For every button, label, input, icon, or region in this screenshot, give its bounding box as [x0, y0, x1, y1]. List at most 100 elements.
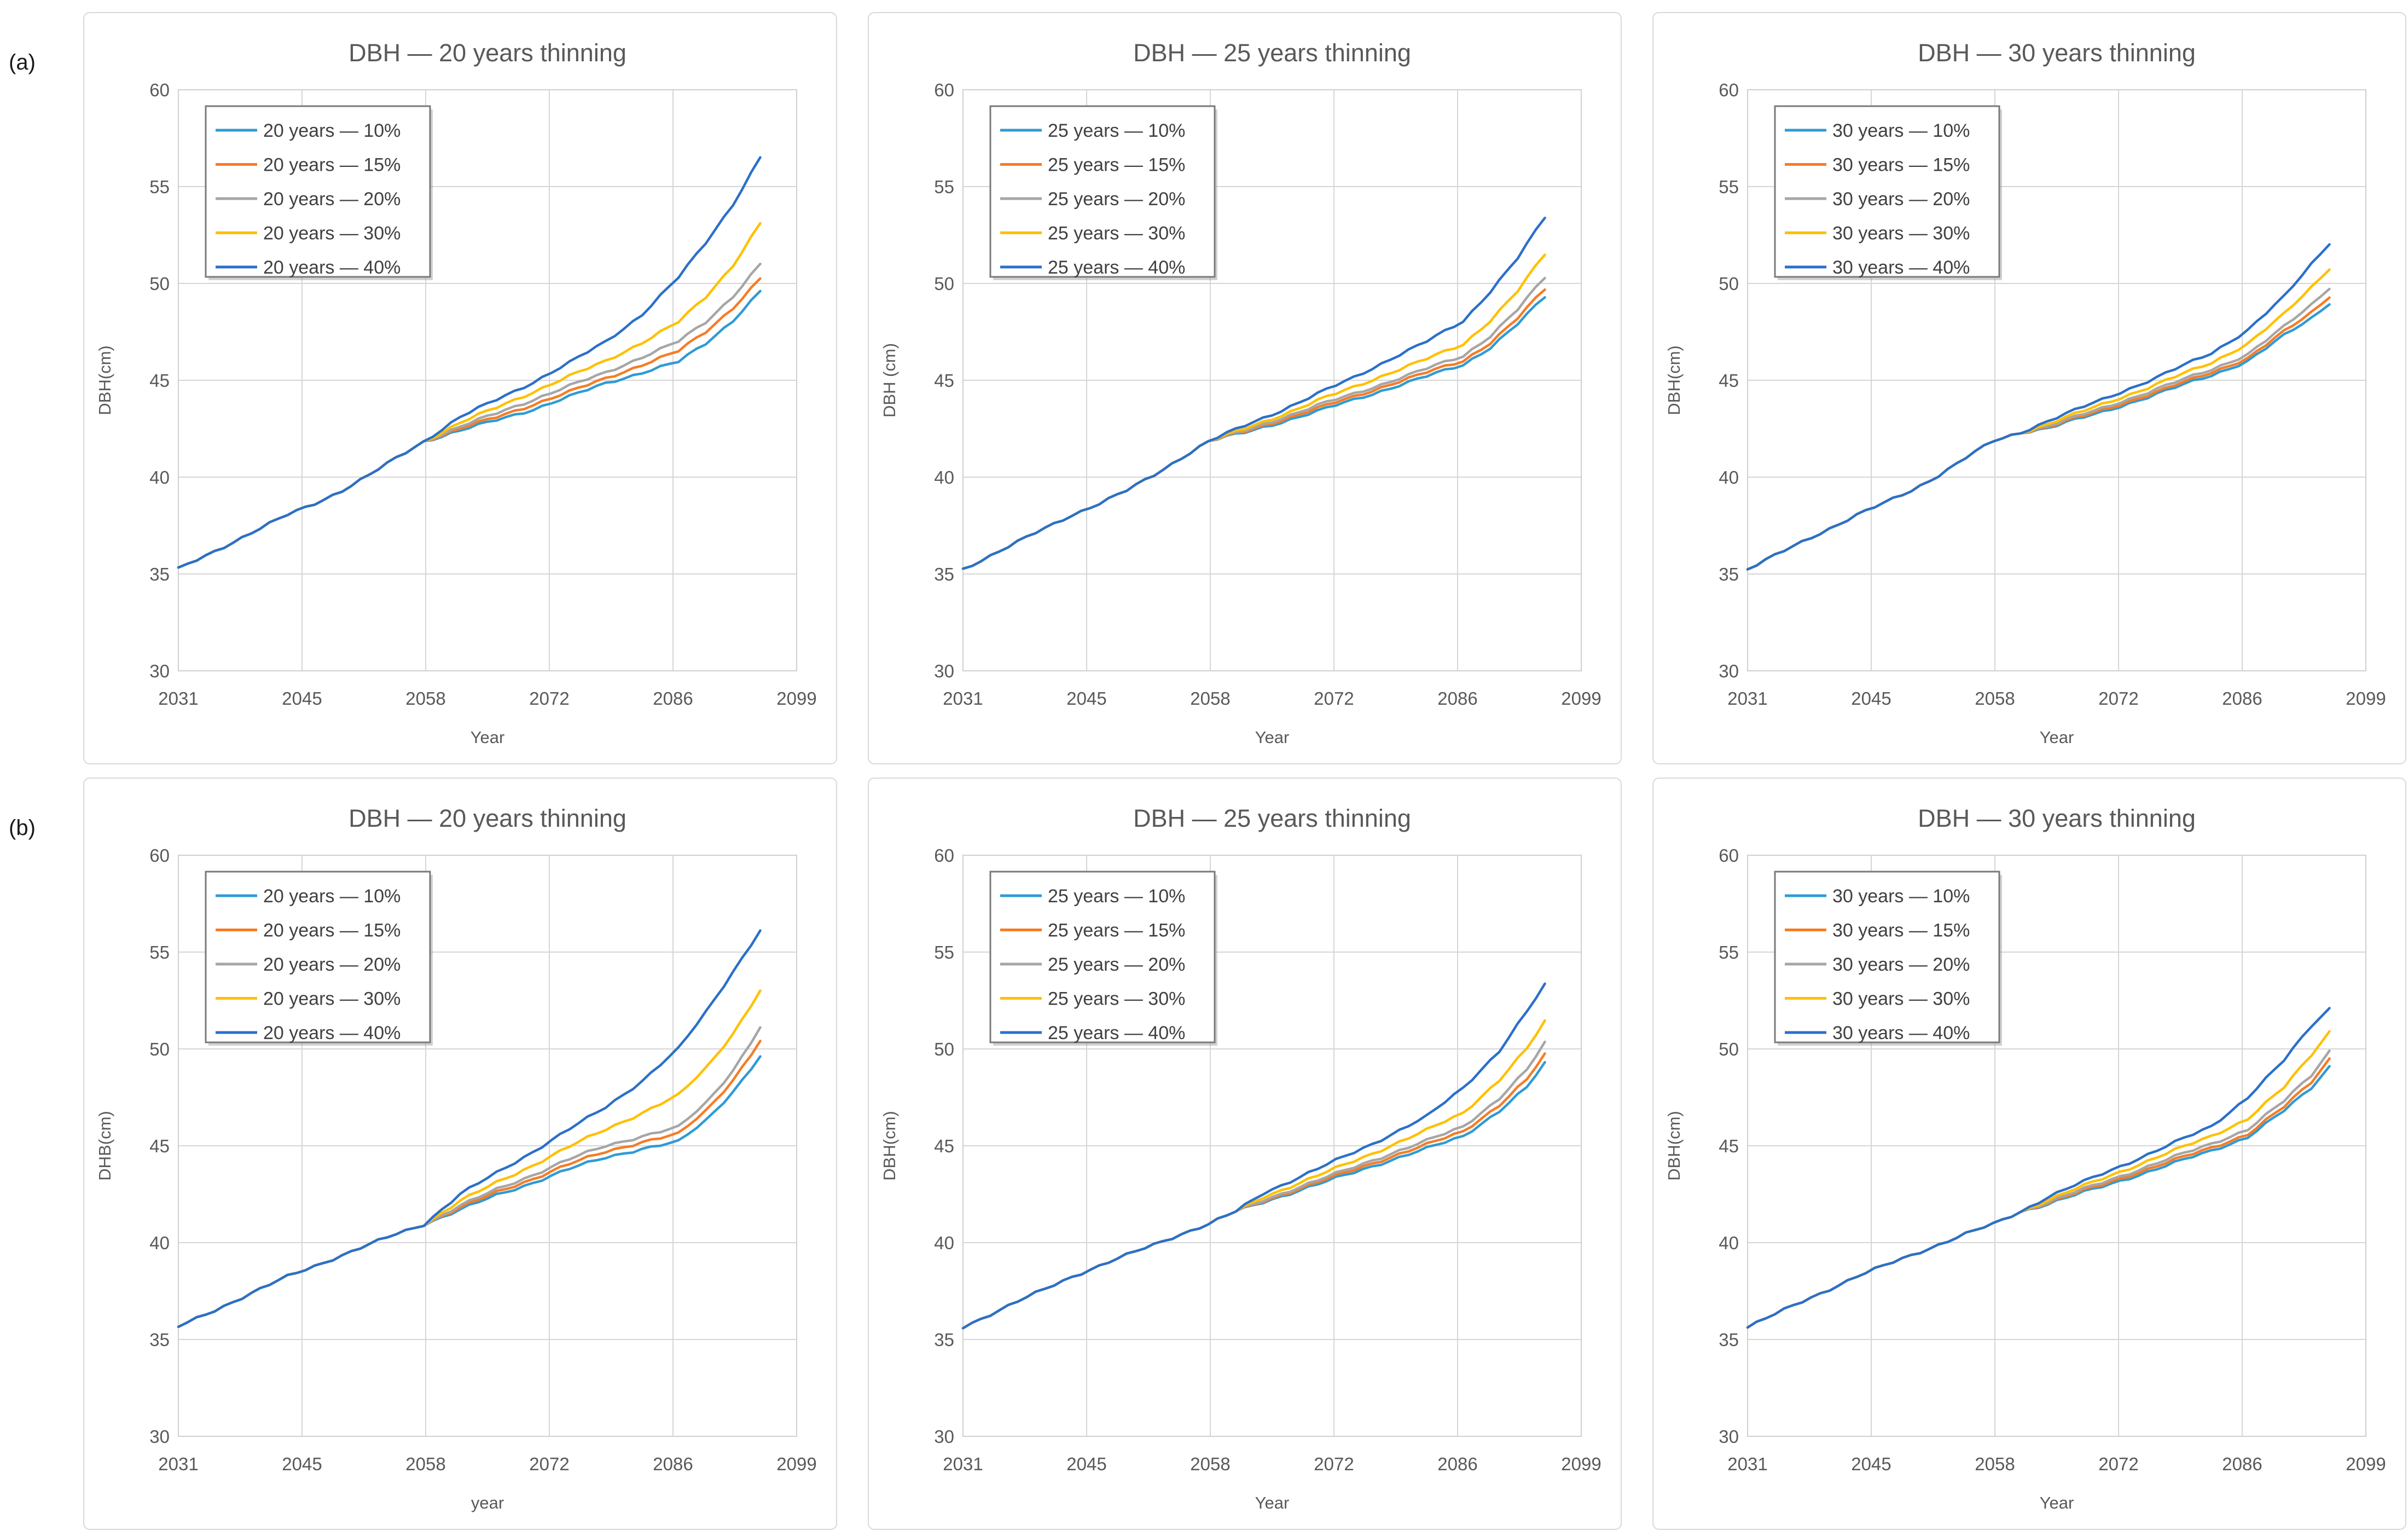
legend-box [989, 105, 1216, 278]
x-axis-tick-label: 2045 [1066, 688, 1106, 709]
chart-title: DBH — 20 years thinning [349, 39, 626, 67]
x-axis-title: Year [471, 728, 505, 747]
legend-item-label: 25 years — 30% [1048, 989, 1185, 1010]
legend-box [1774, 105, 2000, 278]
legend-item-label: 20 years — 30% [263, 223, 401, 244]
series-line-5 [961, 217, 1546, 570]
legend-item-label: 25 years — 10% [1048, 120, 1185, 141]
legend-item-label: 30 years — 30% [1832, 989, 1970, 1010]
legend-item-label: 20 years — 30% [263, 989, 401, 1010]
plot-area-border [1747, 855, 2366, 1437]
row-label-a: (a) [9, 50, 36, 74]
y-axis-tick-label: 40 [149, 467, 170, 488]
legend-item-label: 30 years — 10% [1832, 120, 1970, 141]
legend-item-label: 25 years — 20% [1048, 954, 1185, 975]
x-axis-tick-label: 2058 [405, 688, 445, 709]
y-axis-tick-label: 30 [149, 1426, 170, 1447]
x-axis-tick-label: 2058 [405, 1454, 445, 1474]
chart-svg-a-25yr: DBH — 25 years thinning 60 55 50 45 40 35 30 203… [880, 39, 1602, 747]
legend-item-label: 20 years — 20% [263, 189, 401, 210]
x-axis-title: year [471, 1493, 504, 1512]
y-axis-tick-label: 50 [1719, 1039, 1739, 1059]
x-axis-tick-label: 2099 [1561, 688, 1601, 709]
y-axis-tick-label: 60 [934, 80, 954, 100]
y-axis-title: DHB(cm) [95, 1111, 114, 1180]
series-line-5 [1746, 243, 2331, 571]
y-axis-title: DBH(cm) [95, 345, 114, 415]
x-axis-tick-label: 2058 [1975, 688, 2015, 709]
x-axis-tick-label: 2045 [282, 1454, 322, 1474]
y-axis-tick-label: 45 [1719, 370, 1739, 391]
x-axis-title: Year [1255, 1493, 1290, 1512]
legend-item-label: 25 years — 20% [1048, 189, 1185, 210]
legend-item-label: 30 years — 40% [1832, 257, 1970, 278]
x-axis-tick-label: 2045 [282, 688, 322, 709]
legend-item-label: 25 years — 15% [1048, 920, 1185, 941]
chart-title: DBH — 25 years thinning [1133, 804, 1411, 832]
legend-item-label: 30 years — 30% [1832, 223, 1970, 244]
series-line-5 [1746, 1007, 2331, 1329]
x-axis-tick-label: 2072 [1314, 1454, 1354, 1474]
x-axis-tick-label: 2031 [943, 1454, 983, 1474]
x-axis-tick-label: 2086 [653, 688, 693, 709]
chart-title: DBH — 25 years thinning [1133, 39, 1411, 67]
y-axis-title: DBH(cm) [880, 1111, 899, 1180]
x-axis-tick-label: 2086 [1437, 1454, 1477, 1474]
y-axis-tick-label: 50 [149, 1039, 170, 1059]
x-axis-tick-label: 2072 [1314, 688, 1354, 709]
legend-item-label: 30 years — 20% [1832, 954, 1970, 975]
y-axis-tick-label: 35 [149, 564, 170, 584]
chart-svg-a-30yr: DBH — 30 years thinning 60 55 50 45 40 35 30 203… [1664, 39, 2386, 747]
legend-item-label: 25 years — 15% [1048, 155, 1185, 176]
legend-item-label: 20 years — 10% [263, 120, 401, 141]
legend-item-label: 30 years — 15% [1832, 920, 1970, 941]
y-axis-tick-label: 50 [934, 274, 954, 294]
x-axis-tick-label: 2031 [158, 1454, 198, 1474]
series-line-5 [177, 929, 762, 1329]
y-axis-tick-label: 60 [149, 80, 170, 100]
legend-item-label: 25 years — 40% [1048, 257, 1185, 278]
y-axis-tick-label: 55 [934, 942, 954, 962]
y-axis-tick-label: 55 [1719, 942, 1739, 962]
x-axis-tick-label: 2072 [2098, 688, 2138, 709]
y-axis-tick-label: 35 [934, 1330, 954, 1350]
y-axis-tick-label: 30 [1719, 1426, 1739, 1447]
x-axis-title: Year [2040, 1493, 2074, 1512]
y-axis-tick-label: 40 [934, 1233, 954, 1253]
legend-box [205, 105, 431, 278]
chart-panel-a-25yr: DBH — 25 years thinning 60 55 50 45 40 35 30 203… [868, 12, 1622, 764]
figure-row-b: (b) DBH — 20 years thinning 60 55 50 45 40 35 3… [0, 764, 2408, 1530]
y-axis-tick-label: 45 [149, 370, 170, 391]
y-axis-tick-label: 60 [1719, 845, 1739, 866]
plot-area-border [1747, 89, 2366, 671]
y-axis-tick-label: 60 [1719, 80, 1739, 100]
x-axis-tick-label: 2099 [776, 1454, 816, 1474]
x-axis-tick-label: 2086 [1437, 688, 1477, 709]
x-axis-title: Year [1255, 728, 1290, 747]
y-axis-tick-label: 35 [1719, 564, 1739, 584]
x-axis-tick-label: 2058 [1190, 688, 1230, 709]
y-axis-tick-label: 45 [149, 1136, 170, 1156]
row-label-b: (b) [9, 816, 36, 840]
y-axis-tick-label: 60 [934, 845, 954, 866]
series-line-5 [177, 156, 762, 569]
plot-area-border [178, 89, 797, 671]
y-axis-tick-label: 45 [1719, 1136, 1739, 1156]
chart-title: DBH — 30 years thinning [1918, 39, 2196, 67]
y-axis-tick-label: 50 [934, 1039, 954, 1059]
y-axis-tick-label: 55 [934, 177, 954, 197]
y-axis-tick-label: 55 [149, 942, 170, 962]
legend-box [1774, 871, 2000, 1043]
x-axis-tick-label: 2072 [529, 688, 569, 709]
x-axis-tick-label: 2086 [653, 1454, 693, 1474]
legend-box [205, 871, 431, 1043]
legend-item-label: 20 years — 10% [263, 886, 401, 907]
x-axis-tick-label: 2099 [1561, 1454, 1601, 1474]
x-axis-tick-label: 2058 [1190, 1454, 1230, 1474]
y-axis-tick-label: 60 [149, 845, 170, 866]
x-axis-tick-label: 2045 [1851, 688, 1891, 709]
y-axis-tick-label: 40 [1719, 1233, 1739, 1253]
y-axis-tick-label: 55 [1719, 177, 1739, 197]
plot-area-border [962, 89, 1582, 671]
